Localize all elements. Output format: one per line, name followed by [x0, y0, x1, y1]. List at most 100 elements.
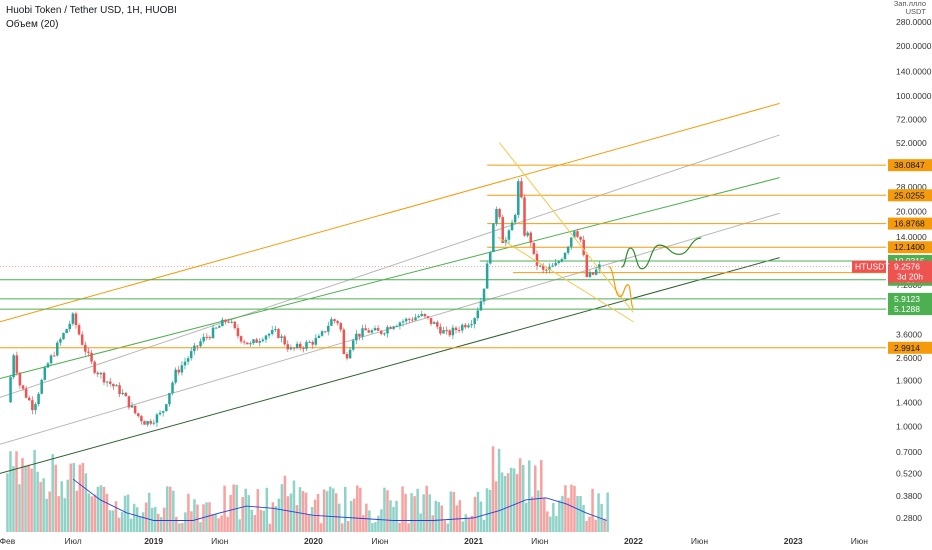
- candle-body: [541, 265, 545, 270]
- candle-body: [442, 330, 445, 334]
- candle-body: [127, 396, 131, 408]
- candle-body: [65, 329, 68, 334]
- candle-body: [295, 343, 299, 349]
- candle-body: [87, 351, 90, 353]
- candle-body: [488, 252, 492, 264]
- candle-body: [361, 328, 364, 337]
- candle-body: [417, 315, 420, 318]
- volume-bar: [247, 495, 250, 532]
- volume-bar: [500, 472, 504, 532]
- candle-body: [274, 329, 277, 331]
- candle-body: [404, 318, 408, 322]
- candle-body: [510, 222, 514, 231]
- level-tag: [888, 292, 932, 305]
- channel-line: [0, 257, 780, 474]
- candle-body: [513, 214, 517, 223]
- candle-body: [320, 331, 324, 336]
- volume-bar: [431, 515, 434, 532]
- candle-body: [177, 369, 181, 373]
- candle-body: [436, 322, 439, 327]
- volume-bar: [458, 500, 462, 532]
- candle-body: [330, 319, 333, 326]
- channel-lines: [0, 102, 780, 474]
- candle-body: [90, 352, 93, 362]
- volume-bar: [530, 496, 534, 532]
- volume-bar: [30, 468, 33, 532]
- volume-bar: [135, 507, 139, 532]
- candle-body: [283, 336, 286, 345]
- candle-body: [314, 338, 318, 345]
- volume-bar: [413, 496, 416, 532]
- time-axis[interactable]: Фев Июл 2019 Июн 2020 Июн 2021 Июн 2022 Июн 2023 Ию…: [0, 536, 868, 546]
- level-tag: [888, 159, 932, 172]
- candle-body: [280, 336, 283, 338]
- volume-bar: [108, 510, 112, 532]
- candle-body: [121, 392, 124, 395]
- volume-bar: [6, 473, 9, 532]
- candle-body: [523, 197, 526, 236]
- y-tick-label: 0.3800: [896, 491, 922, 501]
- volume-bar: [238, 519, 241, 532]
- volume-bar: [153, 507, 157, 532]
- candle-body: [230, 321, 233, 323]
- volume-bar: [292, 480, 296, 532]
- volume-bar: [422, 494, 425, 532]
- volume-bar: [274, 506, 278, 532]
- volume-bar: [75, 490, 79, 532]
- volume-bar: [509, 467, 513, 532]
- candle-body: [392, 326, 395, 329]
- candle-body: [439, 326, 442, 334]
- volume-bar: [419, 513, 422, 532]
- volume-bar: [452, 491, 456, 532]
- candle-body: [482, 288, 486, 302]
- volume-bar: [521, 464, 525, 532]
- candle-body: [15, 355, 19, 373]
- volume-bar: [105, 493, 109, 532]
- candle-body: [158, 412, 162, 415]
- volume-bar: [232, 484, 235, 532]
- volume-bar: [48, 491, 51, 532]
- volume-bar: [304, 492, 308, 532]
- volume-bar: [295, 505, 299, 532]
- volume-bar: [494, 481, 498, 532]
- candle-body: [545, 269, 548, 271]
- volume-bar: [470, 515, 474, 532]
- volume-bar: [440, 505, 444, 532]
- volume-bar: [325, 491, 329, 532]
- volume-bar: [51, 454, 54, 532]
- volume-bar: [377, 515, 380, 532]
- candle-body: [239, 336, 243, 342]
- candle-body: [186, 358, 190, 362]
- candle-body: [217, 326, 221, 328]
- candle-body: [379, 330, 383, 334]
- candle-body: [208, 337, 212, 339]
- volume-bar: [241, 497, 244, 532]
- forecast-path: [621, 237, 702, 270]
- volume-bar: [603, 518, 606, 532]
- volume-bar: [208, 502, 211, 532]
- forecast-path: [608, 265, 635, 309]
- volume-bar: [259, 509, 263, 532]
- volume-bar: [591, 488, 594, 532]
- indicator-label[interactable]: Объем (20): [6, 19, 59, 30]
- candle-body: [464, 324, 467, 328]
- candle-body: [429, 317, 433, 324]
- candle-body: [124, 392, 128, 397]
- candle-body: [24, 388, 28, 398]
- candle-body: [152, 422, 156, 424]
- volume-bar: [546, 511, 549, 532]
- candle-body: [569, 237, 573, 247]
- candle-body: [224, 319, 227, 322]
- candle-body: [258, 341, 262, 343]
- candle-body: [62, 333, 65, 340]
- volume-bar: [467, 517, 471, 532]
- level-tag: [888, 241, 932, 254]
- candle-body: [261, 339, 265, 342]
- volume-bar: [606, 492, 609, 532]
- level-tag-label: 5.1288: [894, 304, 920, 314]
- candle-body: [323, 331, 327, 333]
- price-axis[interactable]: 280.0000 200.0000 140.0000 100.0000 72.0000 5…: [852, 17, 932, 523]
- candle-body: [161, 410, 165, 413]
- volume-bar: [416, 488, 419, 532]
